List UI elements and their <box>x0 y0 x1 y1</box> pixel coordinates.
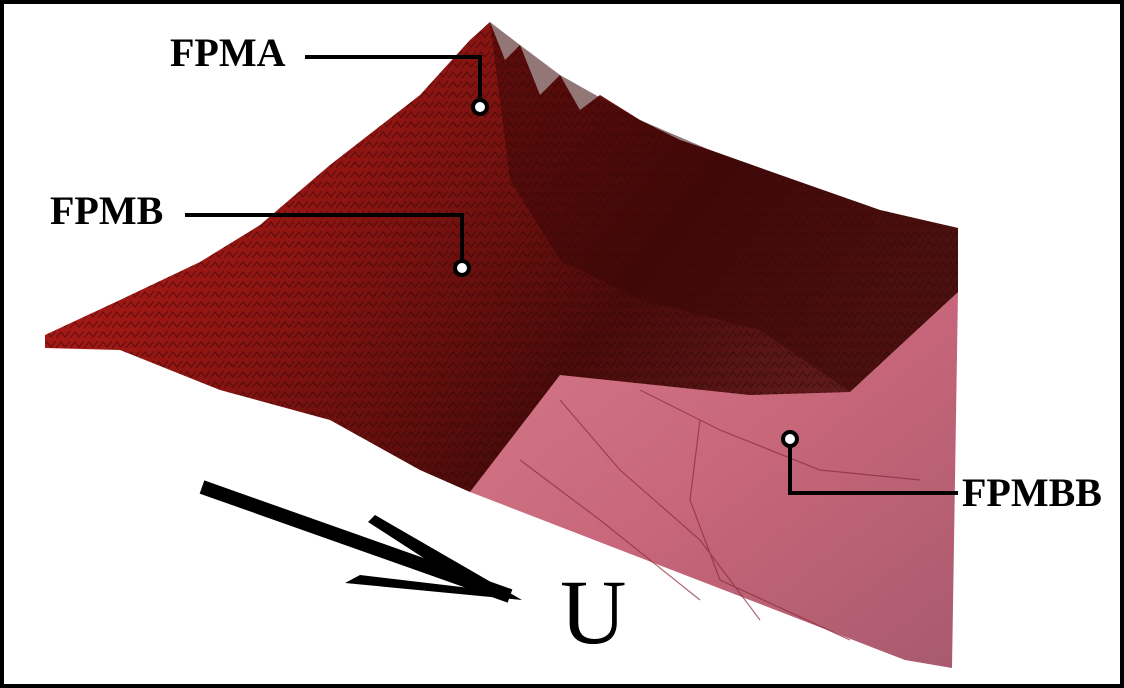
ridge-shadow <box>490 22 958 392</box>
arrow-label: U <box>560 561 626 663</box>
plain-lines <box>519 389 921 641</box>
callout-lines <box>185 55 958 495</box>
direction-arrow <box>199 480 522 603</box>
annotation: FPMBB <box>962 470 1102 515</box>
plain <box>470 292 958 668</box>
annotation: FPMA <box>170 30 286 75</box>
annotation: FPMB <box>50 188 163 233</box>
mountain-texture <box>45 22 958 492</box>
